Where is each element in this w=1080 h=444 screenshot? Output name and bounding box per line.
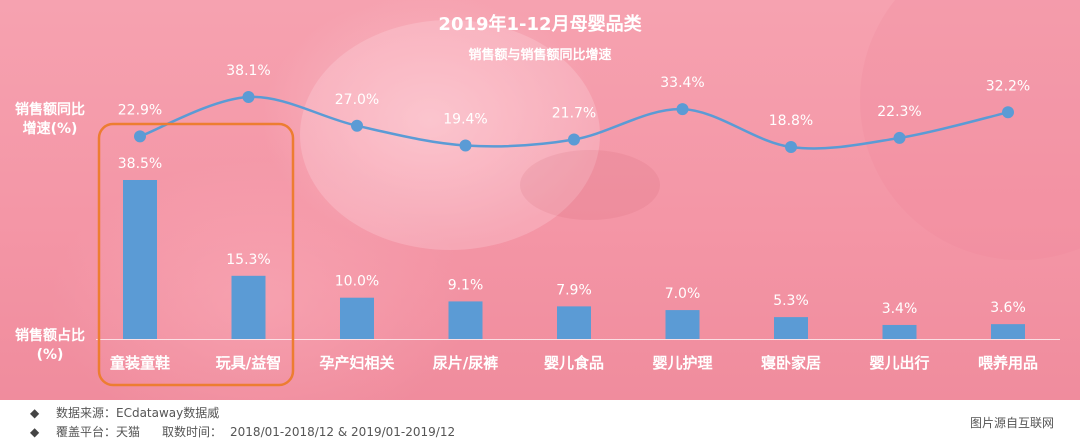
chart-title: 2019年1-12月母婴品类 <box>438 14 642 35</box>
bar <box>557 306 591 339</box>
platform-text: 覆盖平台：天猫 <box>56 425 141 439</box>
bar <box>123 179 157 339</box>
bar <box>991 324 1025 339</box>
data-label: 33.4% <box>660 75 704 91</box>
footer-platform: ◆ 覆盖平台：天猫 取数时间： 2018/01-2018/12 & 2019/01-2… <box>30 423 455 440</box>
growth-axis-label-line1: 销售额同比 <box>15 102 85 118</box>
data-label: 22.3% <box>877 104 921 120</box>
data-label: 38.1% <box>226 63 270 79</box>
category-label: 婴儿出行 <box>869 354 930 372</box>
diamond-bullet-icon: ◆ <box>30 406 40 420</box>
data-label: 3.6% <box>990 300 1026 316</box>
data-label: 9.1% <box>448 277 484 293</box>
data-label: 15.3% <box>226 252 270 268</box>
growth-points <box>134 91 1014 153</box>
data-label: 7.9% <box>556 282 592 298</box>
bar <box>882 324 917 339</box>
category-label: 尿片/尿裤 <box>432 354 499 372</box>
category-label: 寝卧家居 <box>760 354 821 372</box>
category-label: 婴儿食品 <box>543 354 604 372</box>
growth-point <box>676 103 689 116</box>
data-label: 7.0% <box>665 286 701 302</box>
data-label: 22.9% <box>118 102 162 118</box>
footer-source: ◆ 数据来源：ECdataway数据威 <box>30 404 219 421</box>
growth-axis-label-line2: 增速(%) <box>22 121 78 137</box>
period-value: 2018/01-2018/12 & 2019/01-2019/12 <box>230 425 456 439</box>
growth-axis-label: 销售额同比 增速(%) <box>0 101 100 139</box>
data-label: 18.8% <box>769 113 813 129</box>
growth-point <box>568 133 580 146</box>
highlight-box <box>97 122 295 387</box>
bar <box>231 275 266 339</box>
category-label: 童装童鞋 <box>109 354 170 372</box>
chart-svg: 38.5% 15.3% 10.0% 9.1% 7.9% 7.0% 5.3% 3.4% 3.6% 2… <box>97 63 1030 387</box>
data-label: 3.4% <box>882 301 918 317</box>
period-label: 取数时间： <box>162 425 223 439</box>
growth-point <box>351 119 363 132</box>
data-label: 38.5% <box>118 156 162 172</box>
data-label: 27.0% <box>335 92 379 108</box>
chart-subtitle: 销售额与销售额同比增速 <box>468 48 612 63</box>
growth-point <box>134 130 146 143</box>
category-label: 玩具/益智 <box>215 354 282 372</box>
bar-series <box>123 179 1025 339</box>
data-label: 32.2% <box>986 78 1030 94</box>
data-label: 21.7% <box>552 105 596 121</box>
diamond-bullet-icon: ◆ <box>30 425 40 439</box>
image-credit: 图片源自互联网 <box>969 416 1054 430</box>
data-label: 5.3% <box>773 293 809 309</box>
category-label: 婴儿护理 <box>652 354 713 372</box>
chart-panel: 2019年1-12月母婴品类 销售额与销售额同比增速 销售额同比 增速(%) 销… <box>0 0 1080 400</box>
category-label: 孕产妇相关 <box>319 354 395 372</box>
growth-point <box>785 141 797 153</box>
bar <box>774 317 808 339</box>
share-axis-label: 销售额占比 (%) <box>0 327 100 365</box>
category-label: 喂养用品 <box>977 354 1038 372</box>
footer: ◆ 数据来源：ECdataway数据威 ◆ 覆盖平台：天猫 取数时间： 2018/01-… <box>0 400 1080 444</box>
bar <box>665 310 700 339</box>
growth-point <box>1002 106 1014 119</box>
bar <box>340 297 374 339</box>
value-labels: 38.5% 15.3% 10.0% 9.1% 7.9% 7.0% 5.3% 3.4% 3.6% 2… <box>118 63 1030 317</box>
share-axis-label-line1: 销售额占比 <box>15 328 85 344</box>
growth-point <box>242 91 255 103</box>
data-label: 10.0% <box>335 274 379 290</box>
growth-point <box>459 139 472 152</box>
data-label: 19.4% <box>443 111 487 127</box>
source-text: 数据来源：ECdataway数据威 <box>56 406 220 420</box>
bar <box>448 301 483 339</box>
share-axis-label-line2: (%) <box>36 347 64 363</box>
growth-point <box>893 131 906 144</box>
